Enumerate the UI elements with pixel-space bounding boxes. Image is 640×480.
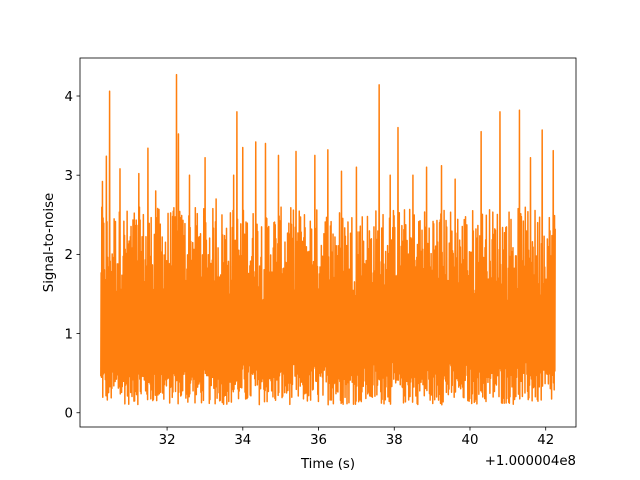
- x-tick-label: 32: [159, 433, 176, 448]
- y-tick-label: 0: [65, 407, 73, 422]
- y-tick-label: 3: [65, 169, 73, 184]
- series-line-snr: [100, 73, 556, 406]
- x-tick-label: 38: [386, 433, 403, 448]
- x-tick-label: 40: [462, 433, 479, 448]
- y-tick-label: 4: [65, 90, 73, 105]
- axes-frame: [79, 57, 577, 428]
- y-axis: 0 1 2 3 4: [65, 90, 80, 422]
- x-tick-label: 42: [537, 433, 554, 448]
- x-tick-label: 34: [234, 433, 251, 448]
- plot-area: [100, 73, 556, 406]
- x-axis: 32 34 36 38 40 42: [159, 427, 554, 448]
- x-tick-label: 36: [310, 433, 327, 448]
- x-axis-label: Time (s): [300, 457, 355, 472]
- y-tick-label: 1: [65, 327, 73, 342]
- x-axis-offset-label: +1.000004e8: [485, 454, 576, 469]
- y-tick-label: 2: [65, 248, 73, 263]
- y-axis-label: Signal-to-noise: [42, 193, 57, 292]
